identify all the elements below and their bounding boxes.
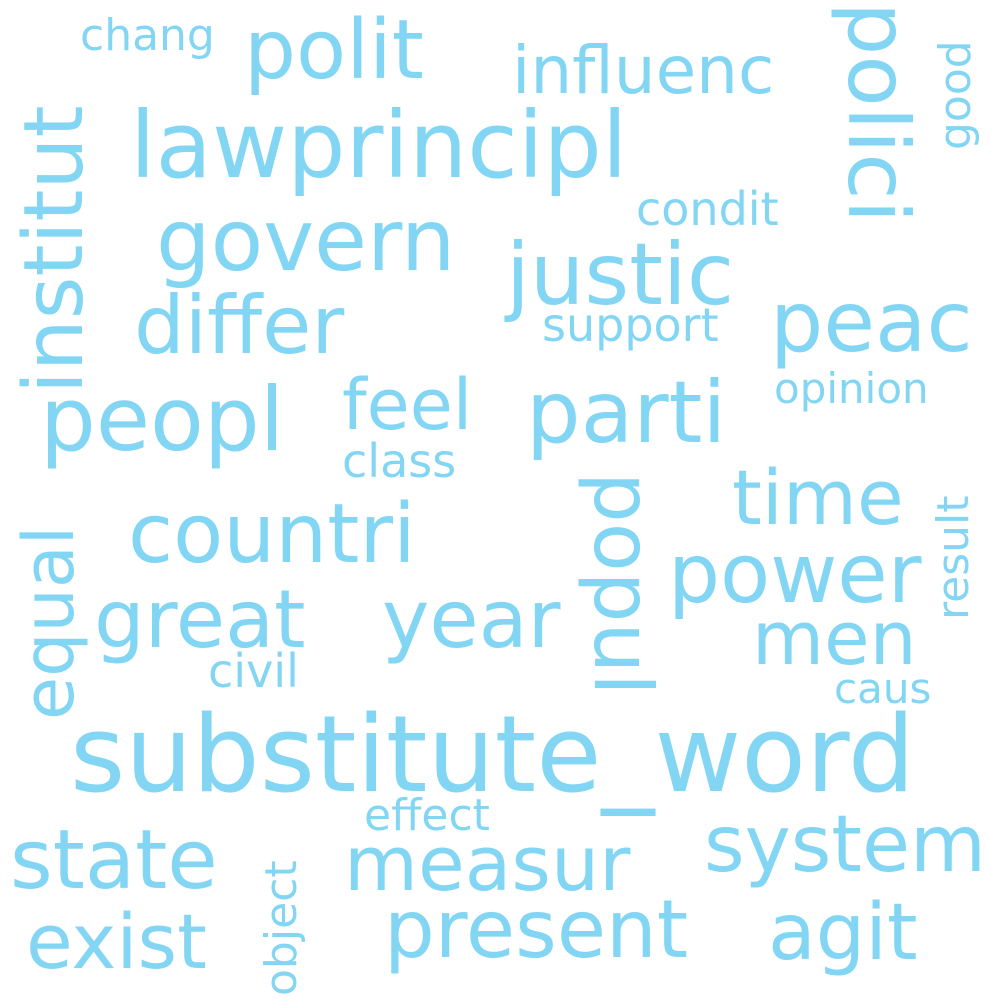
word-substitute-word: substitute_word: [70, 693, 915, 816]
word-polici: polici: [829, 2, 927, 223]
word-condit: condit: [636, 182, 779, 236]
word-support: support: [542, 298, 719, 352]
word-civil: civil: [208, 644, 299, 698]
word-lawprincipl: lawprincipl: [130, 92, 628, 199]
word-peac: peac: [770, 273, 973, 371]
word-class: class: [342, 434, 457, 488]
word-institut: institut: [7, 105, 102, 394]
word-system: system: [704, 800, 986, 890]
word-agit: agit: [768, 888, 918, 978]
word-year: year: [382, 573, 561, 666]
word-popul: popul: [576, 472, 669, 696]
word-exist: exist: [26, 897, 207, 986]
word-polit: polit: [244, 3, 424, 98]
word-opinion: opinion: [774, 364, 929, 413]
word-govern: govern: [156, 191, 456, 291]
word-power: power: [668, 527, 922, 622]
word-great: great: [94, 573, 306, 666]
word-differ: differ: [134, 279, 345, 372]
word-effect: effect: [364, 790, 490, 841]
word-chang: chang: [80, 10, 215, 61]
word-time: time: [732, 453, 904, 542]
word-feel: feel: [342, 364, 473, 446]
word-justic: justic: [506, 225, 735, 325]
word-peopl: peopl: [40, 368, 285, 471]
word-good: good: [930, 40, 981, 150]
word-object: object: [256, 860, 307, 996]
word-parti: parti: [526, 363, 727, 463]
word-countri: countri: [128, 487, 416, 582]
word-result: result: [928, 495, 979, 620]
word-state: state: [10, 813, 218, 908]
word-present: present: [384, 883, 689, 976]
word-influenc: influenc: [512, 32, 775, 109]
word-measur: measur: [344, 819, 631, 908]
word-equal: equal: [8, 525, 90, 720]
word-caus: caus: [834, 664, 932, 713]
word-men: men: [752, 596, 917, 682]
